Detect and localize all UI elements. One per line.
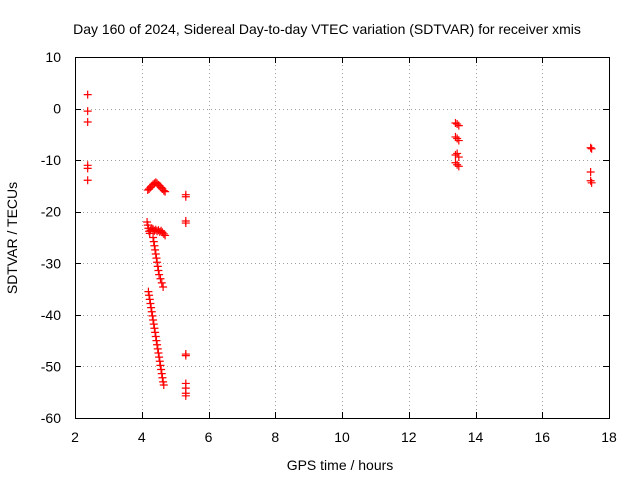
data-point [453,134,462,143]
x-tick-label: 18 [601,429,617,445]
data-point [147,307,156,316]
grid [75,57,609,418]
x-axis-label: GPS time / hours [287,457,394,473]
data-point [149,237,158,246]
data-point [149,316,158,325]
x-tick-label: 8 [271,429,279,445]
data-point [157,278,166,287]
data-point [161,231,170,240]
data-point [159,229,168,238]
data-point [83,176,92,185]
data-point [154,349,163,358]
data-point [586,168,595,177]
data-point [453,160,462,169]
data-point [149,233,158,242]
data-point [155,353,164,362]
data-point [152,336,161,345]
data-point [153,262,162,271]
data-point [151,245,160,254]
data-point [153,340,162,349]
data-point [150,324,159,333]
y-tick-label: -20 [41,204,61,220]
data-point [156,361,165,370]
data-point [454,136,463,145]
y-axis-label: SDTVAR / TECUs [4,182,20,294]
data-point [181,192,190,201]
data-point [586,143,595,152]
data-point [454,153,463,162]
data-point [587,144,596,153]
chart-title: Day 160 of 2024, Sidereal Day-to-day VTE… [73,21,581,37]
x-tick-labels: 2 4 6 8 10 12 14 16 18 [71,429,617,445]
x-tick-label: 10 [334,429,350,445]
data-point [83,164,92,173]
data-point [158,373,167,382]
data-point [153,258,162,267]
data-point [147,303,156,312]
y-tick-label: 0 [53,101,61,117]
data-point [454,121,463,130]
data-point [157,365,166,374]
data-point [159,186,168,195]
data-point [181,351,190,360]
axis-ticks [75,57,610,419]
y-tick-label: -30 [41,255,61,271]
data-point [157,369,166,378]
data-point [154,266,163,275]
data-point [453,149,462,158]
data-point [159,380,168,389]
data-point [145,295,154,304]
y-tick-labels: 10 0 -10 -20 -30 -40 -50 -60 [41,49,61,426]
data-point [155,357,164,366]
x-tick-label: 6 [205,429,213,445]
data-point [151,332,160,341]
y-tick-label: 10 [45,49,61,65]
data-point [151,328,160,337]
data-point [144,287,153,296]
data-point [148,311,157,320]
data-point [161,187,170,196]
x-tick-label: 14 [468,429,484,445]
data-point [453,120,462,129]
x-tick-label: 4 [138,429,146,445]
data-point [83,90,92,99]
data-point [83,107,92,116]
x-tick-label: 16 [534,429,550,445]
y-tick-label: -60 [41,410,61,426]
data-point [181,391,190,400]
y-tick-label: -50 [41,358,61,374]
data-point [454,162,463,171]
data-points [83,90,596,400]
data-point [156,274,165,283]
data-point [586,176,595,185]
data-point [451,158,460,167]
data-point [155,270,164,279]
data-point [150,241,159,250]
data-point [181,219,190,228]
data-point [146,299,155,308]
data-point [149,320,158,329]
data-point [153,344,162,353]
data-point [145,291,154,300]
y-tick-label: -40 [41,307,61,323]
x-tick-label: 12 [401,429,417,445]
data-point [83,117,92,126]
data-point [159,283,168,292]
data-point [152,254,161,263]
x-tick-label: 2 [71,429,79,445]
y-tick-label: -10 [41,152,61,168]
data-point [587,178,596,187]
data-point [451,150,460,159]
data-point [451,132,460,141]
data-point [151,250,160,259]
